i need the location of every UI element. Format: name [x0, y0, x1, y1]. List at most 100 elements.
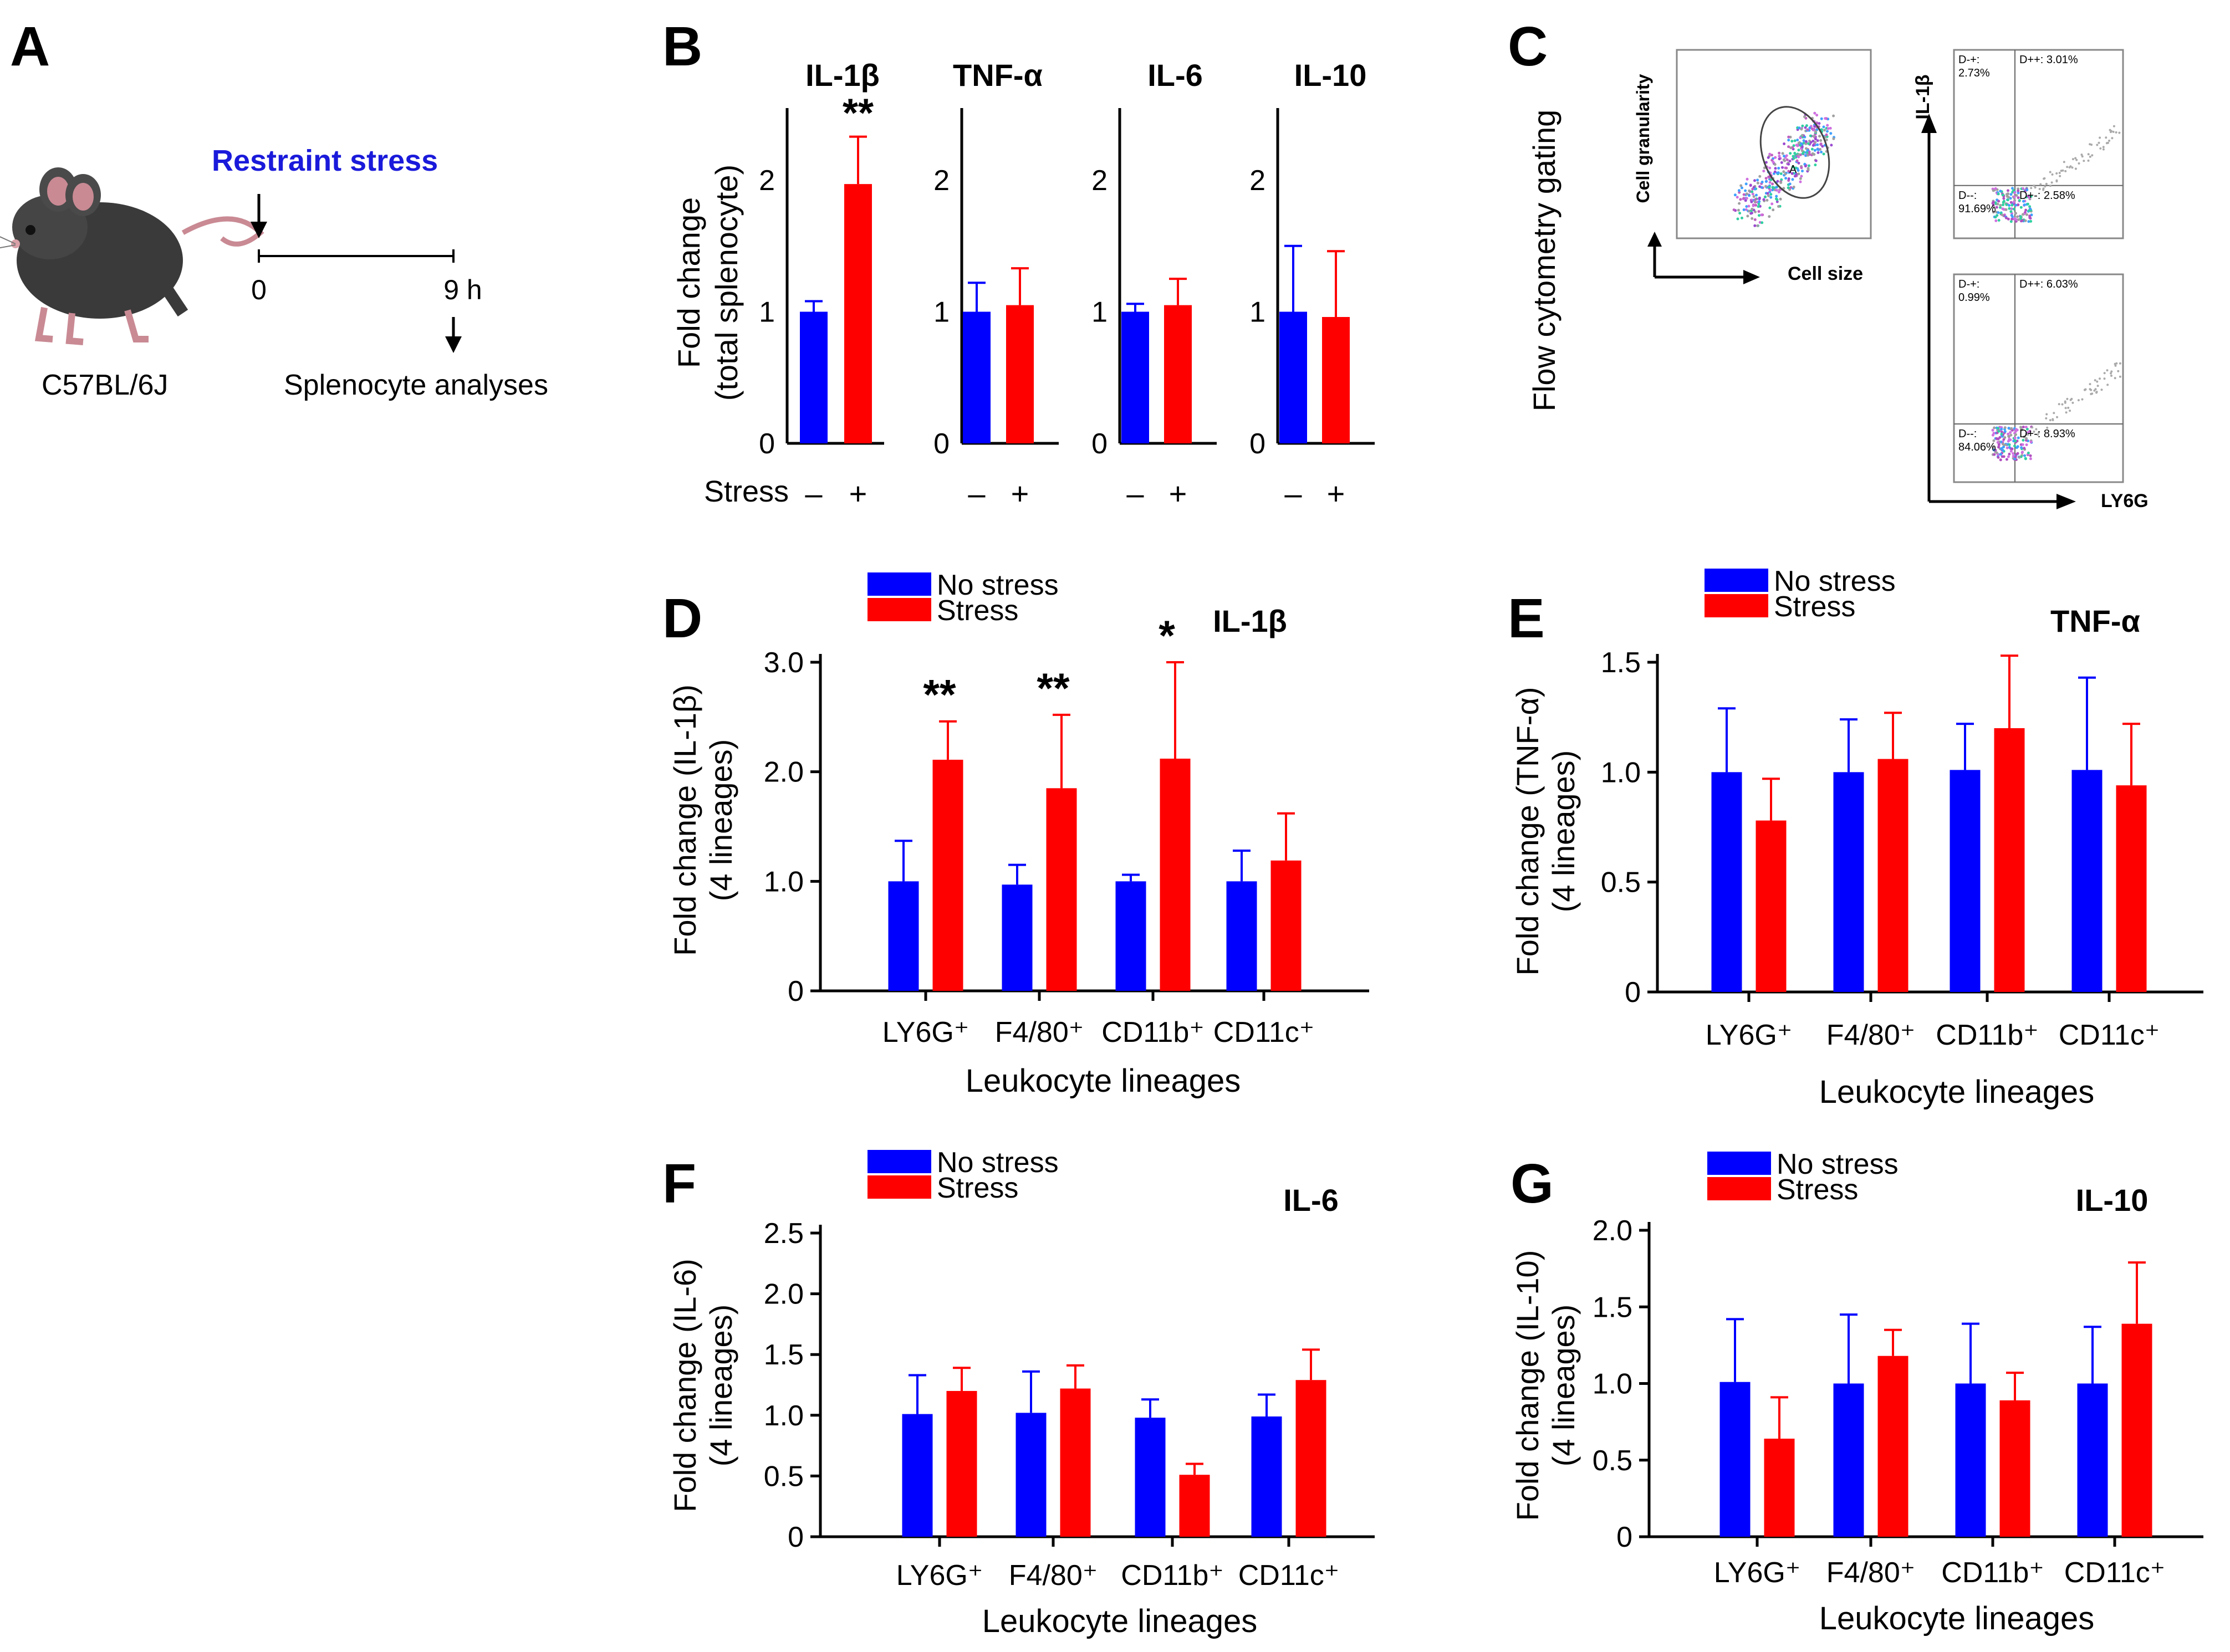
density-dot	[2009, 433, 2013, 437]
density-dot	[1744, 208, 1748, 211]
stress-arrow-head	[251, 222, 267, 238]
density-dot	[1809, 141, 1813, 144]
density-dot	[2045, 413, 2048, 416]
density-dot	[1823, 129, 1826, 132]
density-dot	[2021, 213, 2024, 216]
density-dot	[1814, 163, 1817, 167]
density-dot	[1779, 197, 1782, 201]
density-dot	[2058, 172, 2061, 174]
density-dot	[2044, 185, 2047, 188]
ly6g-axis-arrow-head	[2057, 494, 2076, 509]
density-dot	[1754, 198, 1757, 201]
density-dot	[2008, 204, 2011, 207]
bar-no-stress	[1121, 311, 1149, 443]
density-dot	[1999, 190, 2002, 193]
x-tick-label: CD11c⁺	[1213, 1016, 1315, 1049]
density-dot	[1822, 125, 1825, 129]
density-dot	[2022, 200, 2025, 203]
y-axis-label-sub: (4 lineages)	[703, 739, 738, 902]
significance-marker: **	[923, 672, 956, 719]
bar-stress	[844, 184, 872, 443]
y-tick-label: 2	[1249, 165, 1265, 197]
density-dot	[1758, 200, 1761, 203]
chart-b-il1b: IL-1β 0 1 2 – + **	[759, 58, 884, 511]
y-tick-label: 1.0	[764, 866, 804, 898]
density-dot	[2004, 208, 2008, 211]
density-dot	[2027, 195, 2030, 198]
density-dot	[2039, 183, 2042, 186]
density-dot	[2111, 137, 2114, 140]
density-dot	[1756, 181, 1759, 185]
density-dot	[1804, 154, 1807, 157]
bar-no-stress	[1115, 881, 1146, 991]
chart-title: IL-1β	[805, 58, 880, 93]
density-dot	[2017, 191, 2020, 195]
density-dot	[1992, 201, 1995, 204]
density-dot	[1744, 182, 1748, 186]
flow-cytometry-title: Flow cytometry gating	[1527, 110, 1561, 412]
panel-letter: E	[1508, 587, 1545, 649]
x-tick-label: F4/80⁺	[995, 1016, 1084, 1049]
density-dot	[2067, 406, 2070, 409]
density-dot	[1767, 194, 1770, 197]
density-dot	[1819, 142, 1823, 146]
quadrant-upper-left-value: 0.99%	[1958, 291, 1990, 304]
bar-no-stress	[1955, 1383, 1986, 1537]
chart-b-il6: IL-6 0 1 2 – +	[1091, 58, 1217, 511]
density-dot	[1741, 186, 1743, 190]
density-dot	[2002, 208, 2006, 211]
density-dot	[1787, 162, 1790, 166]
density-dot	[1797, 153, 1800, 156]
x-tick-label: –	[968, 476, 986, 511]
density-dot	[1753, 187, 1757, 191]
density-dot	[2014, 203, 2018, 207]
density-dot	[1991, 428, 1994, 432]
density-dot	[2021, 443, 2024, 446]
density-dot	[1737, 189, 1741, 192]
bar-no-stress	[1016, 1413, 1047, 1537]
density-dot	[1738, 202, 1741, 205]
density-dot	[1744, 199, 1747, 202]
density-dot	[2014, 433, 2017, 436]
density-dot	[2012, 452, 2015, 455]
density-dot	[1790, 172, 1794, 175]
density-dot	[1800, 149, 1804, 152]
legend-swatch-no-stress	[1707, 1152, 1771, 1175]
density-dot	[2103, 372, 2106, 375]
bar-stress	[1270, 860, 1302, 991]
panel-b: B Fold change (total splenocyte) Stress …	[662, 16, 1375, 511]
density-dot	[2068, 166, 2071, 168]
density-dot	[1798, 126, 1801, 130]
density-dot	[1781, 152, 1784, 155]
density-dot	[2089, 383, 2091, 386]
density-dot	[1816, 143, 1819, 146]
density-dot	[1768, 188, 1772, 192]
x-tick-label: CD11c⁺	[2064, 1557, 2166, 1589]
bar-no-stress	[1251, 1416, 1282, 1537]
bar-stress	[1295, 1380, 1326, 1537]
density-dot	[1760, 181, 1764, 183]
gating-scatter-density	[1732, 111, 1835, 227]
y-tick-label: 1.0	[764, 1400, 804, 1432]
density-dot	[2017, 203, 2020, 206]
density-dot	[1781, 166, 1784, 169]
density-dot	[2037, 431, 2040, 434]
density-dot	[2006, 446, 2009, 449]
analysis-arrow-head	[445, 336, 462, 353]
panel-letter: D	[662, 587, 702, 649]
density-dot	[2099, 377, 2101, 380]
y-tick-label: 0	[1625, 976, 1641, 1009]
density-dot	[2000, 427, 2003, 431]
density-dot	[1992, 448, 1996, 452]
density-dot	[1762, 198, 1765, 201]
bar-no-stress	[1002, 884, 1033, 991]
density-dot	[1744, 189, 1747, 192]
quadrant-lower-left-value: 91.69%	[1958, 203, 1996, 215]
y-tick-label: 1.0	[1601, 756, 1641, 789]
density-dot	[2035, 428, 2038, 431]
density-dot	[2021, 451, 2024, 454]
bar-no-stress	[2077, 1383, 2108, 1537]
density-dot	[2065, 411, 2068, 414]
density-dot	[1745, 197, 1748, 200]
density-dot	[2108, 139, 2111, 142]
